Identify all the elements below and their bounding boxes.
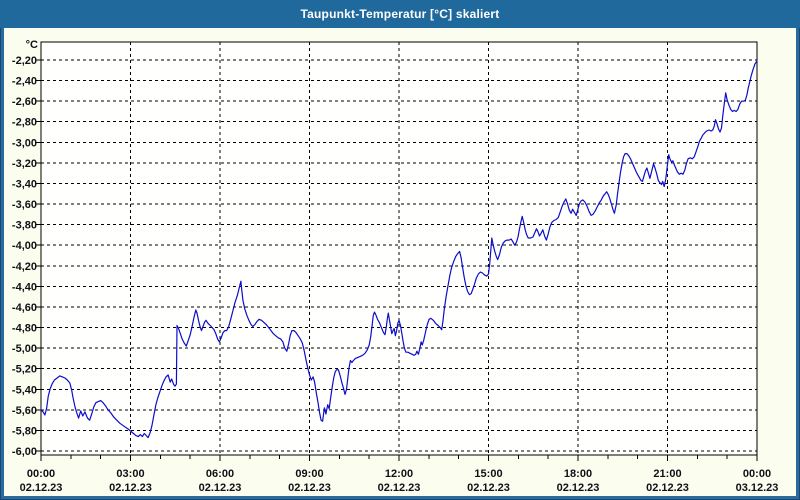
y-tick-label: -2,40 — [12, 76, 37, 88]
y-tick-label: -3,00 — [12, 137, 37, 149]
y-tick-label: -2,60 — [12, 96, 37, 108]
y-tick-label: -4,40 — [12, 281, 37, 293]
y-tick-label: -3,40 — [12, 178, 37, 190]
y-tick-label: -2,20 — [12, 55, 37, 67]
gridlines — [41, 42, 757, 455]
y-tick-label: -5,60 — [12, 405, 37, 417]
axis-labels: -2,20 -2,40 -2,60 -2,80 -3,00 -3,20 -3,40 -3,60… — [12, 39, 778, 494]
x-tick-time-label: 00:00 — [743, 468, 771, 480]
title-bar: Taupunkt-Temperatur [°C] skaliert — [0, 0, 800, 28]
y-axis-unit-label: °C — [26, 39, 38, 51]
y-tick-label: -4,60 — [12, 302, 37, 314]
x-tick-time-label: 03:00 — [116, 468, 144, 480]
y-tick-label: -6,00 — [12, 446, 37, 458]
x-tick-date-label: 02.12.23 — [288, 482, 331, 494]
dewpoint-temperature-line — [40, 60, 758, 439]
y-tick-label: -3,80 — [12, 220, 37, 232]
y-tick-label: -4,00 — [12, 240, 37, 252]
y-tick-label: -5,20 — [12, 364, 37, 376]
x-tick-time-label: 06:00 — [206, 468, 234, 480]
y-tick-label: -3,20 — [12, 158, 37, 170]
y-tick-label: -2,80 — [12, 117, 37, 129]
chart-canvas: -2,20 -2,40 -2,60 -2,80 -3,00 -3,20 -3,40 -3,60… — [12, 39, 778, 494]
x-tick-time-label: 12:00 — [385, 468, 413, 480]
x-tick-date-label: 02.12.23 — [467, 482, 510, 494]
x-tick-time-label: 09:00 — [295, 468, 323, 480]
x-tick-time-label: 15:00 — [474, 468, 502, 480]
x-tick-time-label: 21:00 — [653, 468, 681, 480]
axis-ticks — [36, 59, 758, 461]
x-tick-date-label: 02.12.23 — [646, 482, 689, 494]
x-tick-date-label: 02.12.23 — [557, 482, 600, 494]
x-tick-time-label: 18:00 — [564, 468, 592, 480]
x-tick-date-label: 03.12.23 — [736, 482, 779, 494]
y-tick-label: -5,00 — [12, 343, 37, 355]
x-tick-time-label: 00:00 — [27, 468, 55, 480]
y-tick-label: -5,80 — [12, 425, 37, 437]
y-tick-label: -4,80 — [12, 323, 37, 335]
chart-area: -2,20 -2,40 -2,60 -2,80 -3,00 -3,20 -3,40 -3,60… — [0, 28, 800, 500]
x-tick-date-label: 02.12.23 — [378, 482, 421, 494]
x-tick-date-label: 02.12.23 — [109, 482, 152, 494]
y-tick-label: -5,40 — [12, 384, 37, 396]
y-tick-label: -3,60 — [12, 199, 37, 211]
y-tick-label: -4,20 — [12, 261, 37, 273]
page-title: Taupunkt-Temperatur [°C] skaliert — [300, 7, 500, 21]
x-tick-date-label: 02.12.23 — [199, 482, 242, 494]
x-tick-date-label: 02.12.23 — [20, 482, 63, 494]
